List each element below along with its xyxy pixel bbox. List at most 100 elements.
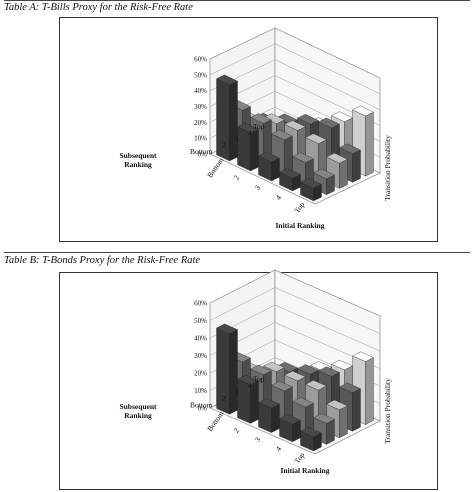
x-tick-label: Bottom xyxy=(205,156,225,180)
y-tick-label: 2 xyxy=(222,141,226,150)
z-tick-label: 30% xyxy=(194,352,207,360)
x-axis-title: Initial Ranking xyxy=(281,466,330,475)
x-tick-label: 2 xyxy=(232,426,242,434)
bar-top-face xyxy=(313,413,335,424)
gridline xyxy=(209,269,381,317)
z-tick-label: 60% xyxy=(194,56,207,64)
z-tick-label: 20% xyxy=(194,119,207,127)
bar-top-face xyxy=(300,178,322,189)
bar-top-face xyxy=(297,114,319,125)
x-tick-label: 4 xyxy=(274,444,284,452)
bar-top-face xyxy=(331,359,353,371)
x-tick-label: 3 xyxy=(253,435,263,443)
bar-top-face xyxy=(263,113,285,124)
bar-3d xyxy=(300,427,322,452)
x-tick-label: Bottom xyxy=(205,409,225,433)
bar-3d xyxy=(237,374,259,424)
bar-top-face xyxy=(292,152,314,163)
bar-top-face xyxy=(216,74,238,86)
bar-side-face xyxy=(229,329,238,415)
bar-3d xyxy=(216,323,238,415)
middle-rule xyxy=(4,252,470,253)
panel-b-chart-frame: 0% 10% 20% 30% 40% 50% 60% Bottom 2 3 4 Top Bottom 2 3… xyxy=(59,269,438,490)
z-tick-label: 10% xyxy=(194,387,207,395)
bar-3d xyxy=(237,122,259,172)
z-tick-label: 0% xyxy=(198,151,208,159)
bar-top-face xyxy=(284,370,306,382)
y-tick-label: Bottom xyxy=(190,401,213,410)
z-tick-label: 20% xyxy=(194,370,207,378)
bar-top-face xyxy=(292,397,314,408)
bar-side-face xyxy=(271,403,280,433)
bar-top-face xyxy=(339,143,361,154)
bar-top-face xyxy=(305,133,327,144)
bar-side-face xyxy=(250,380,259,424)
z-tick-label: 10% xyxy=(194,135,207,143)
bar-top-face xyxy=(339,382,361,393)
y-axis-title: Subsequent Ranking xyxy=(119,402,157,420)
bar-top-face xyxy=(237,374,259,386)
y-axis-title: Subsequent Ranking xyxy=(119,151,157,169)
y-axis-title-line: Subsequent xyxy=(119,402,157,411)
z-tick-label: 40% xyxy=(194,335,207,343)
y-axis-title-line: Ranking xyxy=(124,160,152,169)
bar-top-face xyxy=(276,362,298,373)
panel-b-title: Table B: T-Bonds Proxy for the Risk-Free… xyxy=(4,255,201,266)
bar-side-face xyxy=(229,80,238,162)
gridline xyxy=(209,27,381,79)
x-tick-label: 3 xyxy=(253,183,263,191)
bar-top-face xyxy=(326,399,348,410)
bar-side-face xyxy=(250,128,259,172)
bar-top-face xyxy=(250,364,272,375)
y-tick-label: 4 xyxy=(248,128,252,137)
panel-a-chart-frame: 0% 10% 20% 30% 40% 50% 60% Bottom 2 3 4 Top Bottom 2 3… xyxy=(59,17,438,242)
bar-3d xyxy=(279,414,301,443)
bars xyxy=(216,323,374,452)
bar-side-face xyxy=(352,149,361,183)
bar-3d xyxy=(279,168,301,192)
bar-top-face xyxy=(216,323,238,334)
bar-3d xyxy=(300,178,322,202)
y-tick-label: 4 xyxy=(248,381,252,390)
z-tick-label: 50% xyxy=(194,317,207,325)
y-tick-label: 3 xyxy=(235,388,239,397)
z-axis-title: Transition Probability xyxy=(383,135,392,201)
bar-3d xyxy=(352,351,374,425)
bar-top-face xyxy=(300,427,322,438)
z-tick-label: 50% xyxy=(194,71,207,79)
bar-top-face xyxy=(250,113,272,124)
x-tick-label: Top xyxy=(292,450,306,465)
panel-a-title: Table A: T-Bills Proxy for the Risk-Free… xyxy=(4,2,193,13)
x-tick-label: 2 xyxy=(232,173,242,181)
x-axis-title: Initial Ranking xyxy=(276,221,325,230)
y-tick-label: Top xyxy=(253,122,265,131)
top-rule xyxy=(4,0,470,1)
bar-top-face xyxy=(352,105,374,117)
bar-top-face xyxy=(326,152,348,164)
bar-3d xyxy=(326,152,348,189)
x-tick-label: 4 xyxy=(274,193,284,201)
y-tick-label: 2 xyxy=(222,394,226,403)
bar-top-face xyxy=(318,117,340,129)
z-tick-label: 40% xyxy=(194,87,207,95)
bar-top-face xyxy=(284,120,306,131)
bar-top-face xyxy=(237,122,259,134)
y-axis-title-line: Ranking xyxy=(124,411,152,420)
bar-top-face xyxy=(258,398,280,409)
bar-top-face xyxy=(318,366,340,377)
x-tick-label: Top xyxy=(292,200,306,215)
bar-top-face xyxy=(279,414,301,425)
bar-top-face xyxy=(331,111,353,122)
bar-side-face xyxy=(326,419,335,445)
panel-a-3d-bar-chart: 0%10%20%30%40%50%60%Bottom 234TopBottom23… xyxy=(119,27,392,230)
bar-side-face xyxy=(352,388,361,432)
bar-top-face xyxy=(297,364,319,375)
bars xyxy=(216,74,374,202)
bar-top-face xyxy=(279,168,301,179)
y-tick-label: Bottom xyxy=(190,147,213,156)
z-tick-label: 0% xyxy=(198,405,208,413)
bar-top-face xyxy=(258,151,280,163)
bar-3d xyxy=(216,74,238,162)
bar-3d xyxy=(258,151,280,182)
bar-3d xyxy=(258,398,280,433)
